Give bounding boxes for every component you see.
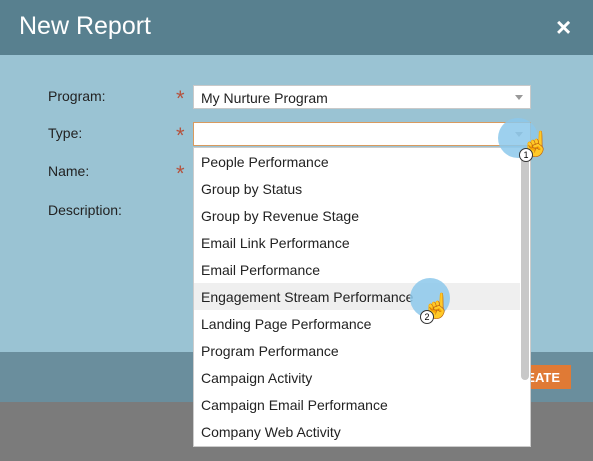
step-number: 1: [519, 148, 533, 162]
dropdown-option[interactable]: Company Web Activity: [201, 424, 341, 440]
dropdown-option[interactable]: Group by Status: [201, 181, 303, 197]
field-label: Description:: [48, 202, 122, 218]
select-box[interactable]: [193, 122, 531, 146]
header: [0, 0, 593, 55]
field-label: Type:: [48, 125, 83, 141]
dropdown-option[interactable]: Landing Page Performance: [201, 316, 372, 332]
dropdown-option[interactable]: Campaign Activity: [201, 370, 313, 386]
dropdown-option[interactable]: Email Link Performance: [201, 235, 350, 251]
dropdown-option[interactable]: Engagement Stream Performance: [194, 283, 520, 310]
dropdown-option[interactable]: People Performance: [201, 154, 329, 170]
select-value: My Nurture Program: [201, 90, 328, 106]
dropdown-arrow: [515, 95, 523, 100]
dropdown-list: People Performance Group by Status Group b…: [193, 147, 531, 447]
dropdown-option[interactable]: Campaign Email Performance: [201, 397, 388, 413]
required-mark: *: [176, 123, 185, 148]
required-mark: *: [176, 161, 185, 186]
dialog-title: New Report: [19, 12, 151, 40]
dropdown-option[interactable]: Email Performance: [201, 262, 321, 278]
select-box[interactable]: My Nurture Program: [193, 85, 531, 109]
close-button[interactable]: ×: [556, 12, 572, 42]
dropdown-option[interactable]: Program Performance: [201, 343, 339, 359]
scrollbar[interactable]: [521, 150, 529, 380]
field-label: Name:: [48, 163, 90, 179]
dropdown-option[interactable]: Group by Revenue Stage: [201, 208, 359, 224]
required-mark: *: [176, 86, 185, 111]
step-number: 2: [420, 310, 434, 324]
field-label: Program:: [48, 88, 106, 104]
